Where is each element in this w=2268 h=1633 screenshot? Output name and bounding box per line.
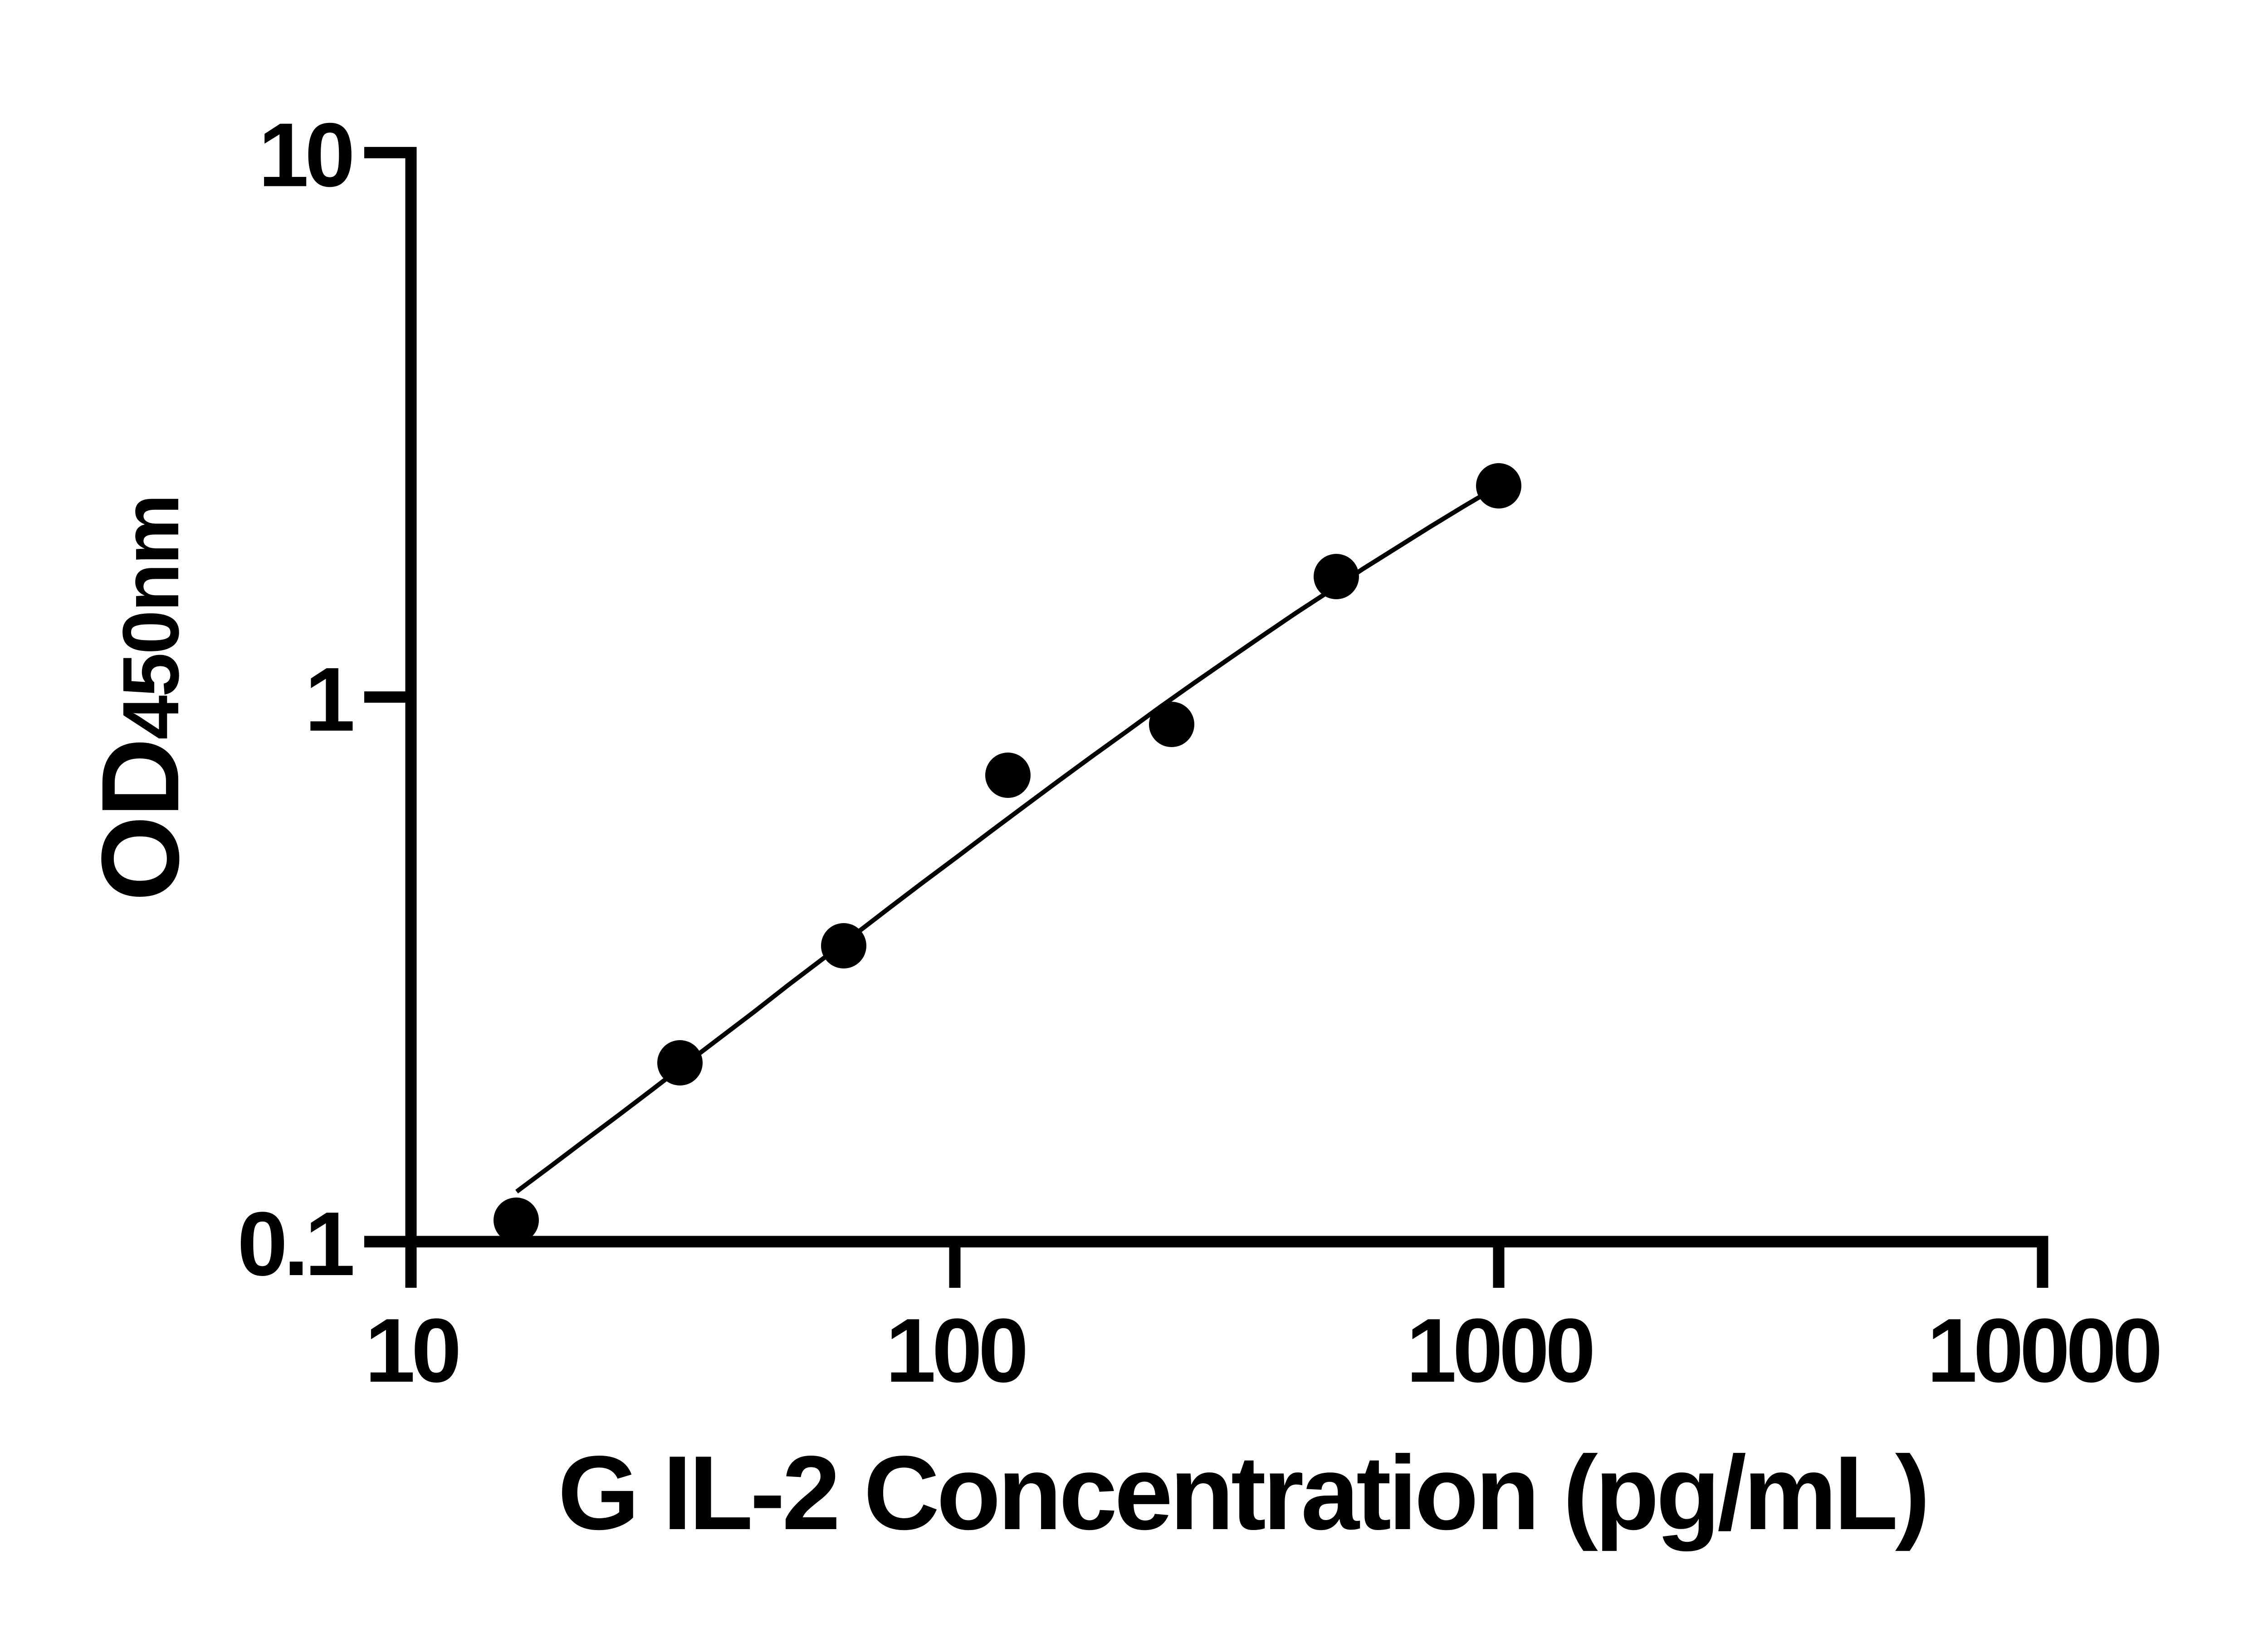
svg-text:10: 10 <box>259 104 352 205</box>
svg-text:100: 100 <box>885 1300 1025 1401</box>
svg-text:1000: 1000 <box>1406 1300 1593 1401</box>
svg-text:G IL-2 Concentration (pg/mL): G IL-2 Concentration (pg/mL) <box>558 1434 1927 1552</box>
svg-text:0.1: 0.1 <box>237 1193 353 1295</box>
svg-text:1: 1 <box>305 649 353 750</box>
svg-text:10: 10 <box>365 1300 458 1401</box>
svg-text:10000: 10000 <box>1927 1300 2160 1401</box>
